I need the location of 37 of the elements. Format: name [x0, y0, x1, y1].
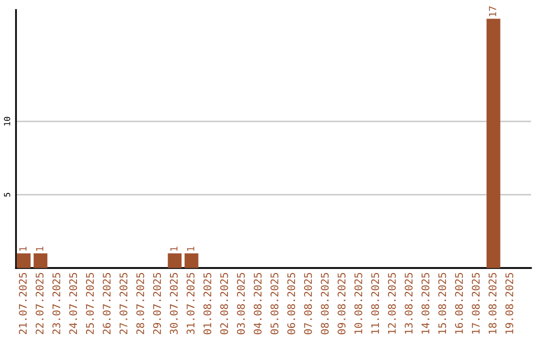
x-tick-label: 29.07.2025 — [153, 273, 161, 334]
x-tick-label: 30.07.2025 — [170, 273, 178, 334]
x-tick-label: 06.08.2025 — [287, 273, 296, 334]
x-tick-label: 25.07.2025 — [86, 273, 94, 334]
y-tick-label: 10 — [4, 116, 10, 126]
x-tick-label: 16.08.2025 — [455, 273, 463, 334]
x-tick-label: 21.07.2025 — [18, 273, 27, 334]
x-tick-label: 02.08.2025 — [220, 273, 228, 334]
data-label: 17 — [489, 6, 496, 16]
x-tick-label: 11.08.2025 — [371, 273, 380, 334]
x-tick-label: 15.08.2025 — [438, 273, 446, 334]
data-label: 1 — [36, 246, 44, 251]
y-tick-label: 5 — [4, 192, 10, 197]
x-tick-label: 03.08.2025 — [236, 273, 245, 334]
x-tick-label: 26.07.2025 — [102, 273, 111, 334]
x-tick-label: 22.07.2025 — [36, 273, 44, 334]
x-tick-label: 10.08.2025 — [354, 273, 362, 334]
data-label: 1 — [187, 246, 194, 251]
x-tick-label: 09.08.2025 — [338, 273, 346, 334]
x-tick-label: 14.08.2025 — [421, 273, 430, 334]
x-tick-label: 19.08.2025 — [505, 273, 514, 334]
data-label: 1 — [170, 246, 178, 251]
x-tick-label: 13.08.2025 — [404, 273, 413, 334]
x-tick-label: 17.08.2025 — [472, 273, 480, 334]
x-tick-label: 08.08.2025 — [320, 273, 329, 334]
x-tick-label: 12.08.2025 — [388, 273, 396, 334]
x-tick-label: 01.08.2025 — [203, 273, 212, 334]
x-tick-label: 23.07.2025 — [52, 273, 60, 334]
x-tick-label: 28.07.2025 — [136, 273, 144, 334]
x-tick-label: 07.08.2025 — [304, 273, 312, 334]
data-label: 1 — [19, 246, 26, 251]
x-tick-label: 18.08.2025 — [488, 273, 496, 334]
x-tick-label: 05.08.2025 — [270, 273, 278, 334]
x-tick-label: 27.07.2025 — [120, 273, 128, 334]
x-tick-label: 24.07.2025 — [69, 273, 78, 334]
x-tick-label: 31.07.2025 — [186, 273, 195, 334]
x-tick-label: 04.08.2025 — [254, 273, 262, 334]
